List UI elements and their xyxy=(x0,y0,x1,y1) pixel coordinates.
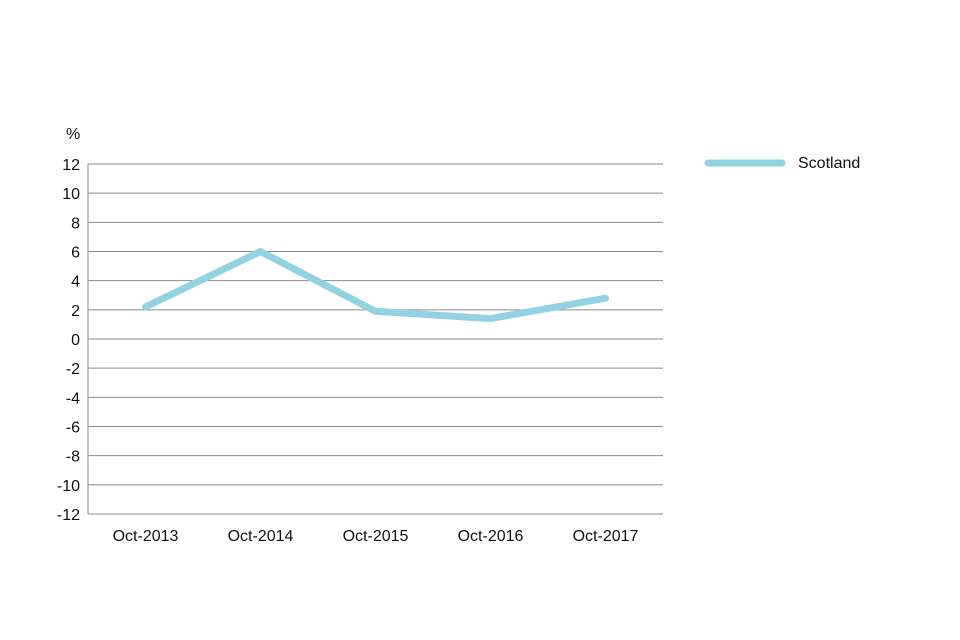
x-tick-labels: Oct-2013 Oct-2014 Oct-2015 Oct-2016 Oct-2017 xyxy=(113,528,639,545)
y-tick-label: 6 xyxy=(71,245,80,262)
y-tick-label: 4 xyxy=(71,274,80,291)
y-tick-label: 0 xyxy=(71,332,80,349)
y-tick-label: 8 xyxy=(71,215,80,232)
x-tick-label: Oct-2016 xyxy=(458,528,524,545)
y-tick-label: -10 xyxy=(57,478,80,495)
x-tick-label: Oct-2015 xyxy=(343,528,409,545)
series-line-scotland xyxy=(142,248,609,323)
x-tick-label: Oct-2017 xyxy=(573,528,639,545)
legend-label-scotland: Scotland xyxy=(798,155,860,172)
x-tick-label: Oct-2014 xyxy=(228,528,294,545)
gridlines xyxy=(88,163,663,515)
y-tick-label: -8 xyxy=(66,449,80,466)
y-tick-label: -2 xyxy=(66,361,80,378)
y-tick-label: -6 xyxy=(66,420,80,437)
x-tick-label: Oct-2013 xyxy=(113,528,179,545)
y-tick-label: -4 xyxy=(66,390,80,407)
legend: Scotland xyxy=(704,155,860,172)
y-tick-label: -12 xyxy=(57,507,80,524)
y-tick-label: 10 xyxy=(62,186,80,203)
y-tick-label: 12 xyxy=(62,157,80,174)
y-tick-label: 2 xyxy=(71,303,80,320)
series-lines xyxy=(142,248,609,323)
y-axis-unit-label: % xyxy=(66,126,80,143)
y-tick-labels: 12 10 8 6 4 2 0 -2 -4 -6 -8 -10 -12 xyxy=(57,157,80,524)
